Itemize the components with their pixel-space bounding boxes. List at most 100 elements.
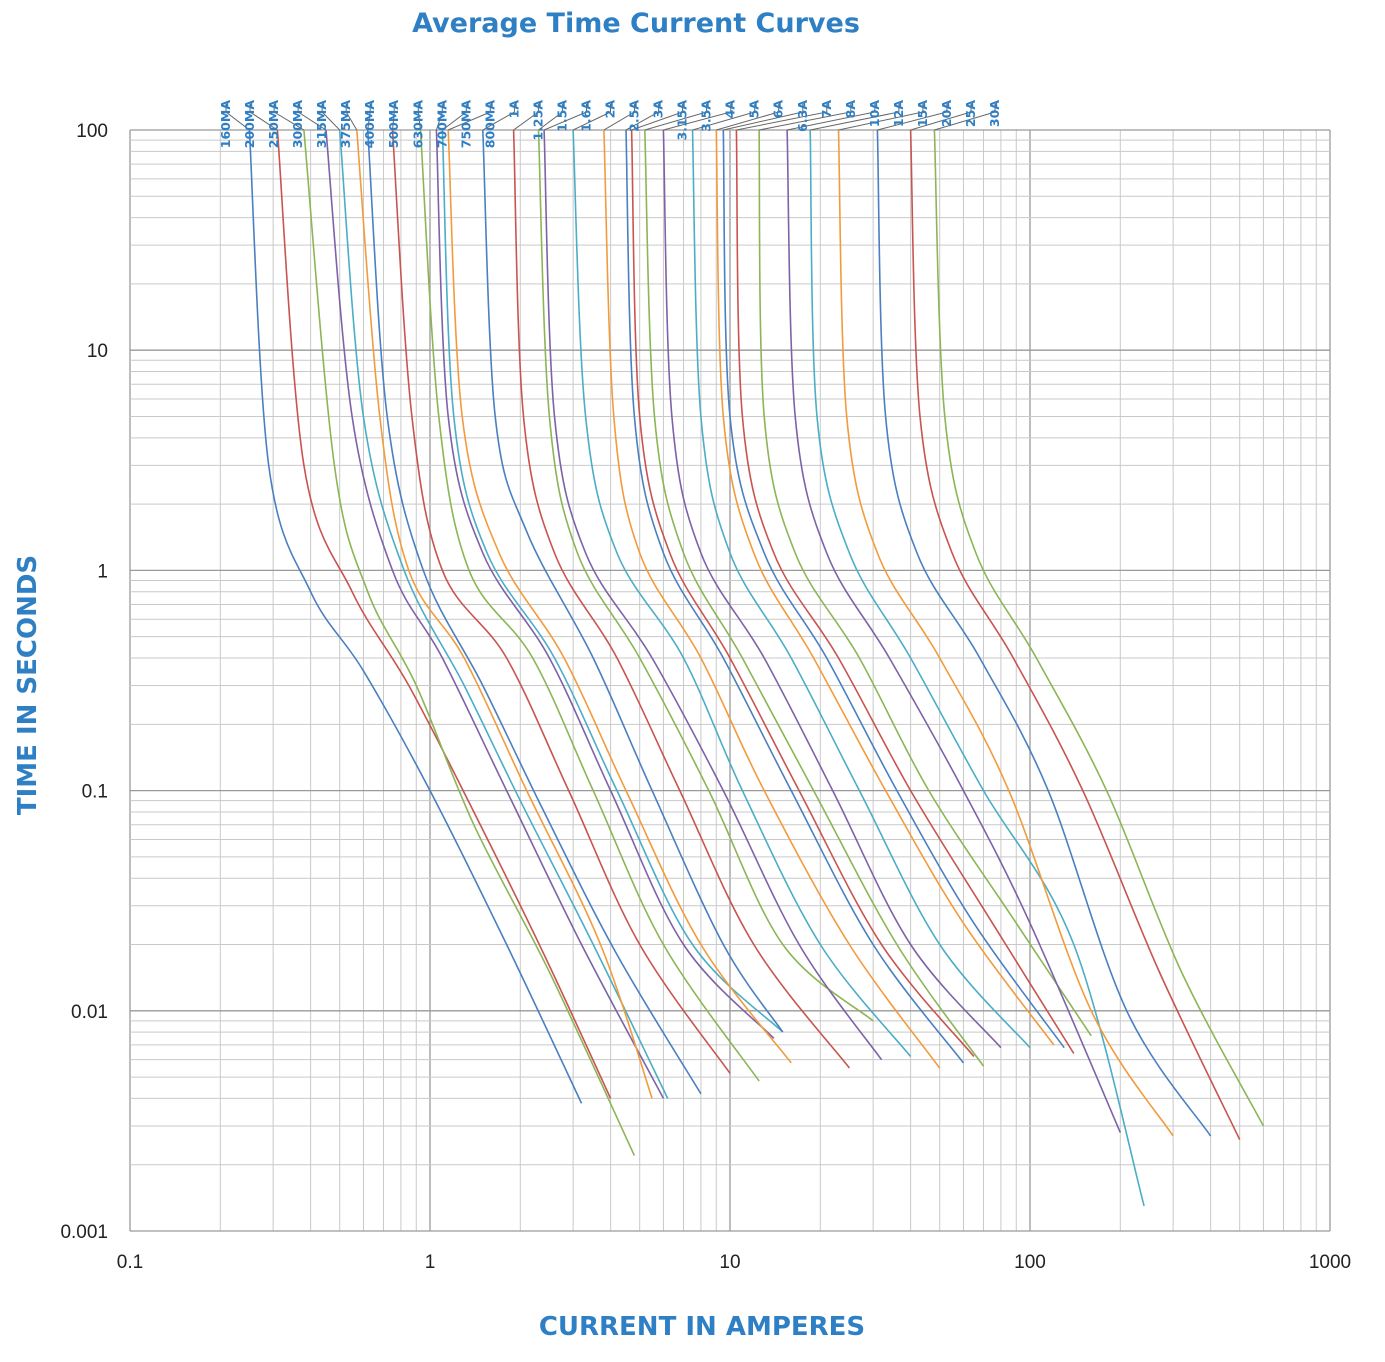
label-leader-line — [810, 104, 900, 131]
series-curve-4a — [662, 129, 1002, 1049]
plot-grid — [129, 129, 1331, 1232]
label-leader-line — [910, 104, 972, 131]
series-label: 375MA — [338, 100, 353, 149]
label-leader-line — [321, 104, 341, 131]
series-curve-800ma — [447, 129, 792, 1064]
series-label: 800MA — [482, 100, 497, 149]
series-curve-10a — [786, 129, 1122, 1133]
label-leader-line — [513, 104, 539, 131]
series-label: 300MA — [290, 100, 305, 149]
series-curve-3_5a — [644, 129, 985, 1067]
series-curve-5a — [691, 129, 1031, 1049]
series-label: 10A — [867, 100, 882, 127]
series-label: 200MA — [242, 100, 257, 149]
series-label: 5A — [747, 100, 762, 119]
series-label: 4A — [723, 100, 738, 119]
series-label: 160MA — [218, 100, 233, 149]
series-curve-30a — [933, 129, 1265, 1127]
series-label: 250MA — [266, 100, 281, 149]
y-tick-label: 0.1 — [82, 782, 108, 803]
label-leader-line — [345, 104, 358, 131]
label-leader-line — [603, 104, 635, 131]
label-leader-line — [736, 104, 828, 131]
y-tick-label: 1 — [97, 561, 108, 582]
series-curve-375ma — [356, 129, 653, 1099]
series-curves — [248, 129, 1265, 1207]
label-leader-line — [417, 104, 421, 131]
label-leader-line — [786, 104, 876, 131]
series-label: 1.5A — [554, 100, 569, 132]
label-leader-line — [297, 104, 327, 131]
label-leader-line — [716, 104, 780, 131]
label-leader-line — [392, 104, 395, 131]
label-leader-line — [273, 104, 305, 131]
series-label: 700MA — [434, 100, 449, 149]
series-curve-1_5a — [537, 129, 874, 1022]
series-curve-3_15a — [630, 129, 975, 1058]
series-curve-8a — [758, 129, 1092, 1037]
series-label: 3.5A — [699, 100, 714, 132]
series-labels: 160MA 200MA 250MA 300MA 315MA 375MA 400MA 500MA… — [218, 100, 1002, 149]
series-curve-2a — [572, 129, 912, 1058]
label-leader-line — [538, 104, 563, 131]
series-label: 1.25A — [530, 100, 545, 141]
series-curve-300ma — [325, 129, 665, 1099]
series-curve-700ma — [435, 129, 775, 1039]
series-curve-7a — [735, 129, 1075, 1054]
series-curve-500ma — [391, 129, 731, 1074]
series-curve-250ma — [303, 129, 636, 1156]
label-leader-line — [442, 104, 467, 131]
y-tick-label: 10 — [87, 341, 108, 362]
series-label: 3A — [651, 100, 666, 119]
series-curve-315ma — [338, 129, 669, 1099]
series-label: 315MA — [314, 100, 329, 149]
series-curve-3a — [625, 129, 965, 1064]
series-label: 3.15A — [675, 100, 690, 141]
x-tick-label: 1 — [425, 1252, 436, 1273]
series-label: 7A — [819, 100, 834, 119]
series-curve-750ma — [441, 129, 784, 1033]
x-axis-title: CURRENT IN AMPERES — [539, 1312, 865, 1342]
label-leader-line — [877, 104, 948, 131]
y-tick-label: 0.001 — [60, 1222, 108, 1243]
x-tick-labels: 0.1 1 10 100 1000 — [117, 1252, 1351, 1273]
series-curve-20a — [876, 129, 1212, 1137]
y-tick-label: 0.01 — [71, 1002, 108, 1023]
series-label: 400MA — [362, 100, 377, 149]
series-label: 2A — [603, 100, 618, 119]
series-curve-2_5a — [603, 129, 941, 1069]
series-curve-630ma — [419, 129, 760, 1082]
series-label: 12A — [891, 100, 906, 127]
series-curve-15a — [837, 129, 1174, 1137]
series-label: 2.5A — [627, 100, 642, 132]
series-curve-25a — [909, 129, 1241, 1140]
x-tick-label: 10 — [719, 1252, 740, 1273]
label-leader-line — [663, 104, 732, 131]
series-label: 6A — [771, 100, 786, 119]
label-leader-line — [367, 104, 371, 131]
series-curve-6_3a — [722, 129, 1065, 1049]
label-leader-line — [934, 104, 996, 131]
y-tick-label: 100 — [76, 121, 108, 142]
series-label: 20A — [939, 100, 954, 127]
series-curve-1_25a — [512, 129, 851, 1069]
y-axis-title: TIME IN SECONDS — [13, 555, 43, 815]
series-label: 25A — [963, 100, 978, 127]
x-tick-label: 100 — [1014, 1252, 1046, 1273]
series-label: 750MA — [458, 100, 473, 149]
series-curve-200ma — [276, 129, 612, 1099]
label-leader-line — [572, 104, 611, 131]
label-leader-line — [249, 104, 278, 131]
label-leader-line — [692, 104, 756, 131]
label-leader-line — [448, 104, 491, 131]
series-curve-1_6a — [543, 129, 883, 1061]
label-leader-line — [482, 104, 515, 131]
series-label: 30A — [987, 100, 1002, 127]
series-label: 630MA — [410, 100, 425, 149]
series-curve-1a — [482, 129, 784, 1033]
label-leader-line — [625, 104, 660, 131]
y-tick-labels: 100 10 1 0.1 0.01 0.001 — [60, 121, 108, 1243]
series-curve-160ma — [248, 129, 583, 1104]
label-leader-line — [644, 104, 708, 131]
label-leader-line — [435, 104, 443, 131]
